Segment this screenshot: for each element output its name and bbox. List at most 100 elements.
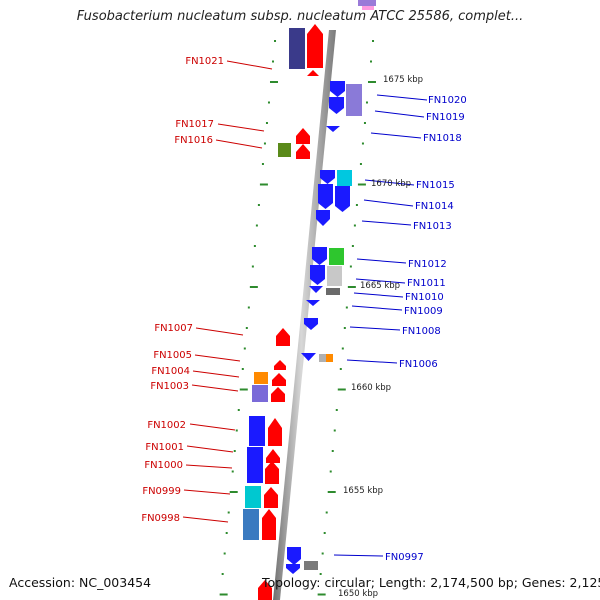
gene-arrow[interactable] — [326, 126, 340, 132]
scale-tick — [225, 532, 228, 534]
reverse-strand-features — [243, 24, 323, 600]
gene-arrow[interactable] — [296, 128, 310, 144]
gene-label-fn1002[interactable]: FN1002 — [147, 420, 186, 431]
gene-label-fn1001[interactable]: FN1001 — [145, 442, 184, 453]
scale-tick — [349, 265, 352, 268]
gene-label-fn0998[interactable]: FN0998 — [141, 513, 180, 524]
scale-tick — [365, 101, 368, 104]
gene-block[interactable] — [252, 385, 268, 402]
scale-tick — [245, 327, 248, 329]
scale-tick — [361, 142, 364, 145]
gene-block[interactable] — [326, 354, 333, 362]
gene-block[interactable] — [243, 509, 259, 540]
gene-label-fn1014[interactable]: FN1014 — [415, 201, 454, 212]
scale-tick — [341, 347, 344, 350]
gene-block[interactable] — [326, 288, 340, 295]
scale-label: 1670 kbp — [371, 179, 411, 189]
gene-label-fn0999[interactable]: FN0999 — [142, 486, 181, 497]
gene-label-fn1021[interactable]: FN1021 — [185, 56, 224, 67]
scale-tick — [370, 60, 373, 63]
gene-block[interactable] — [327, 266, 342, 286]
gene-label-fn1019[interactable]: FN1019 — [426, 112, 465, 123]
gene-arrow[interactable] — [268, 418, 282, 446]
scale-tick — [327, 491, 336, 493]
scale-tick — [241, 368, 244, 370]
scale-tick — [355, 204, 358, 206]
gene-label-fn1007[interactable]: FN1007 — [154, 323, 193, 334]
gene-arrow[interactable] — [296, 144, 310, 159]
gene-block[interactable] — [329, 248, 344, 265]
gene-label-fn1013[interactable]: FN1013 — [413, 221, 452, 232]
gene-label-fn1020[interactable]: FN1020 — [428, 95, 467, 106]
scale-tick — [272, 60, 275, 63]
gene-block — [358, 0, 376, 6]
gene-arrow[interactable] — [301, 353, 316, 361]
gene-label-fn1004[interactable]: FN1004 — [151, 366, 190, 377]
gene-block — [362, 6, 374, 10]
gene-arrow[interactable] — [304, 318, 318, 330]
gene-label-fn1000[interactable]: FN1000 — [144, 460, 183, 471]
gene-arrow[interactable] — [258, 580, 272, 600]
gene-block[interactable] — [346, 84, 362, 116]
scale-tick — [223, 552, 226, 555]
map-title: Fusobacterium nucleatum subsp. nucleatum… — [76, 9, 524, 24]
gene-arrow[interactable] — [266, 449, 280, 463]
gene-block[interactable] — [247, 447, 263, 483]
gene-block[interactable] — [254, 372, 268, 384]
gene-arrow[interactable] — [271, 387, 285, 402]
gene-label-fn1011[interactable]: FN1011 — [407, 278, 446, 289]
gene-label-fn1017[interactable]: FN1017 — [175, 119, 214, 130]
scale-tick — [337, 388, 346, 391]
gene-arrow[interactable] — [286, 564, 300, 574]
gene-arrow[interactable] — [316, 210, 330, 226]
scale-label: 1660 kbp — [351, 383, 391, 393]
gene-block[interactable] — [278, 143, 291, 157]
scale-tick — [347, 286, 356, 288]
gene-label-fn1006[interactable]: FN1006 — [399, 359, 438, 370]
gene-label-fn0997[interactable]: FN0997 — [385, 552, 424, 563]
gene-arrow[interactable] — [312, 247, 327, 265]
gene-block[interactable] — [337, 170, 352, 186]
reverse-gene-labels: FN1021 FN1017 FN1016 FN1007 FN1005 FN100… — [141, 56, 224, 524]
scale-tick — [274, 40, 277, 42]
gene-arrow[interactable] — [306, 300, 320, 306]
gene-arrow[interactable] — [272, 373, 286, 386]
gene-block[interactable] — [245, 486, 261, 508]
gene-block[interactable] — [249, 416, 265, 446]
gene-label-fn1010[interactable]: FN1010 — [405, 292, 444, 303]
gene-arrow[interactable] — [310, 265, 325, 285]
gene-arrow[interactable] — [262, 509, 276, 540]
gene-arrow[interactable] — [320, 170, 335, 184]
gene-block[interactable] — [319, 354, 326, 362]
gene-arrow[interactable] — [265, 461, 279, 484]
gene-label-fn1016[interactable]: FN1016 — [174, 135, 213, 146]
gene-label-fn1018[interactable]: FN1018 — [423, 133, 462, 144]
gene-arrow[interactable] — [276, 328, 290, 346]
scale-tick — [331, 450, 334, 452]
gene-label-fn1012[interactable]: FN1012 — [408, 259, 447, 270]
gene-label-fn1003[interactable]: FN1003 — [150, 381, 189, 392]
gene-arrow[interactable] — [329, 97, 344, 114]
gene-arrow[interactable] — [264, 487, 278, 508]
gene-arrow[interactable] — [274, 360, 286, 370]
gene-arrow[interactable] — [287, 547, 301, 565]
gene-arrow[interactable] — [318, 184, 333, 209]
gene-arrow[interactable] — [330, 81, 345, 97]
gene-arrow[interactable] — [307, 70, 319, 76]
gene-arrow[interactable] — [309, 286, 323, 293]
gene-label-fn1015[interactable]: FN1015 — [416, 180, 455, 191]
gene-arrow[interactable] — [335, 186, 350, 212]
gene-label-fn1005[interactable]: FN1005 — [153, 350, 192, 361]
gene-block[interactable] — [304, 561, 318, 570]
scale-tick — [259, 183, 268, 186]
gene-block[interactable] — [289, 28, 305, 69]
scale-tick — [255, 224, 258, 227]
gene-label-fn1008[interactable]: FN1008 — [402, 326, 441, 337]
scale-tick — [325, 511, 328, 514]
scale-tick — [359, 163, 362, 165]
gene-arrow[interactable] — [307, 24, 323, 68]
scale-tick — [269, 81, 278, 83]
gene-label-fn1009[interactable]: FN1009 — [404, 306, 443, 317]
scale-tick — [317, 593, 326, 596]
